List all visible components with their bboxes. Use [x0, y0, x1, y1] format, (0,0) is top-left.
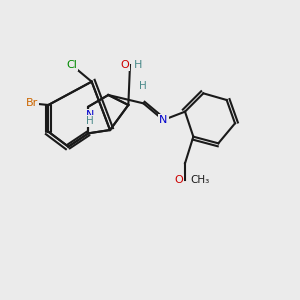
Text: H: H [140, 81, 147, 91]
Text: H: H [134, 60, 142, 70]
Text: Cl: Cl [66, 60, 77, 70]
Text: O: O [120, 60, 129, 70]
Text: N: N [86, 110, 94, 120]
Text: O: O [174, 175, 183, 185]
Text: Br: Br [26, 98, 38, 108]
Text: N: N [159, 115, 167, 125]
Text: H: H [86, 116, 94, 126]
Text: CH₃: CH₃ [190, 175, 209, 185]
